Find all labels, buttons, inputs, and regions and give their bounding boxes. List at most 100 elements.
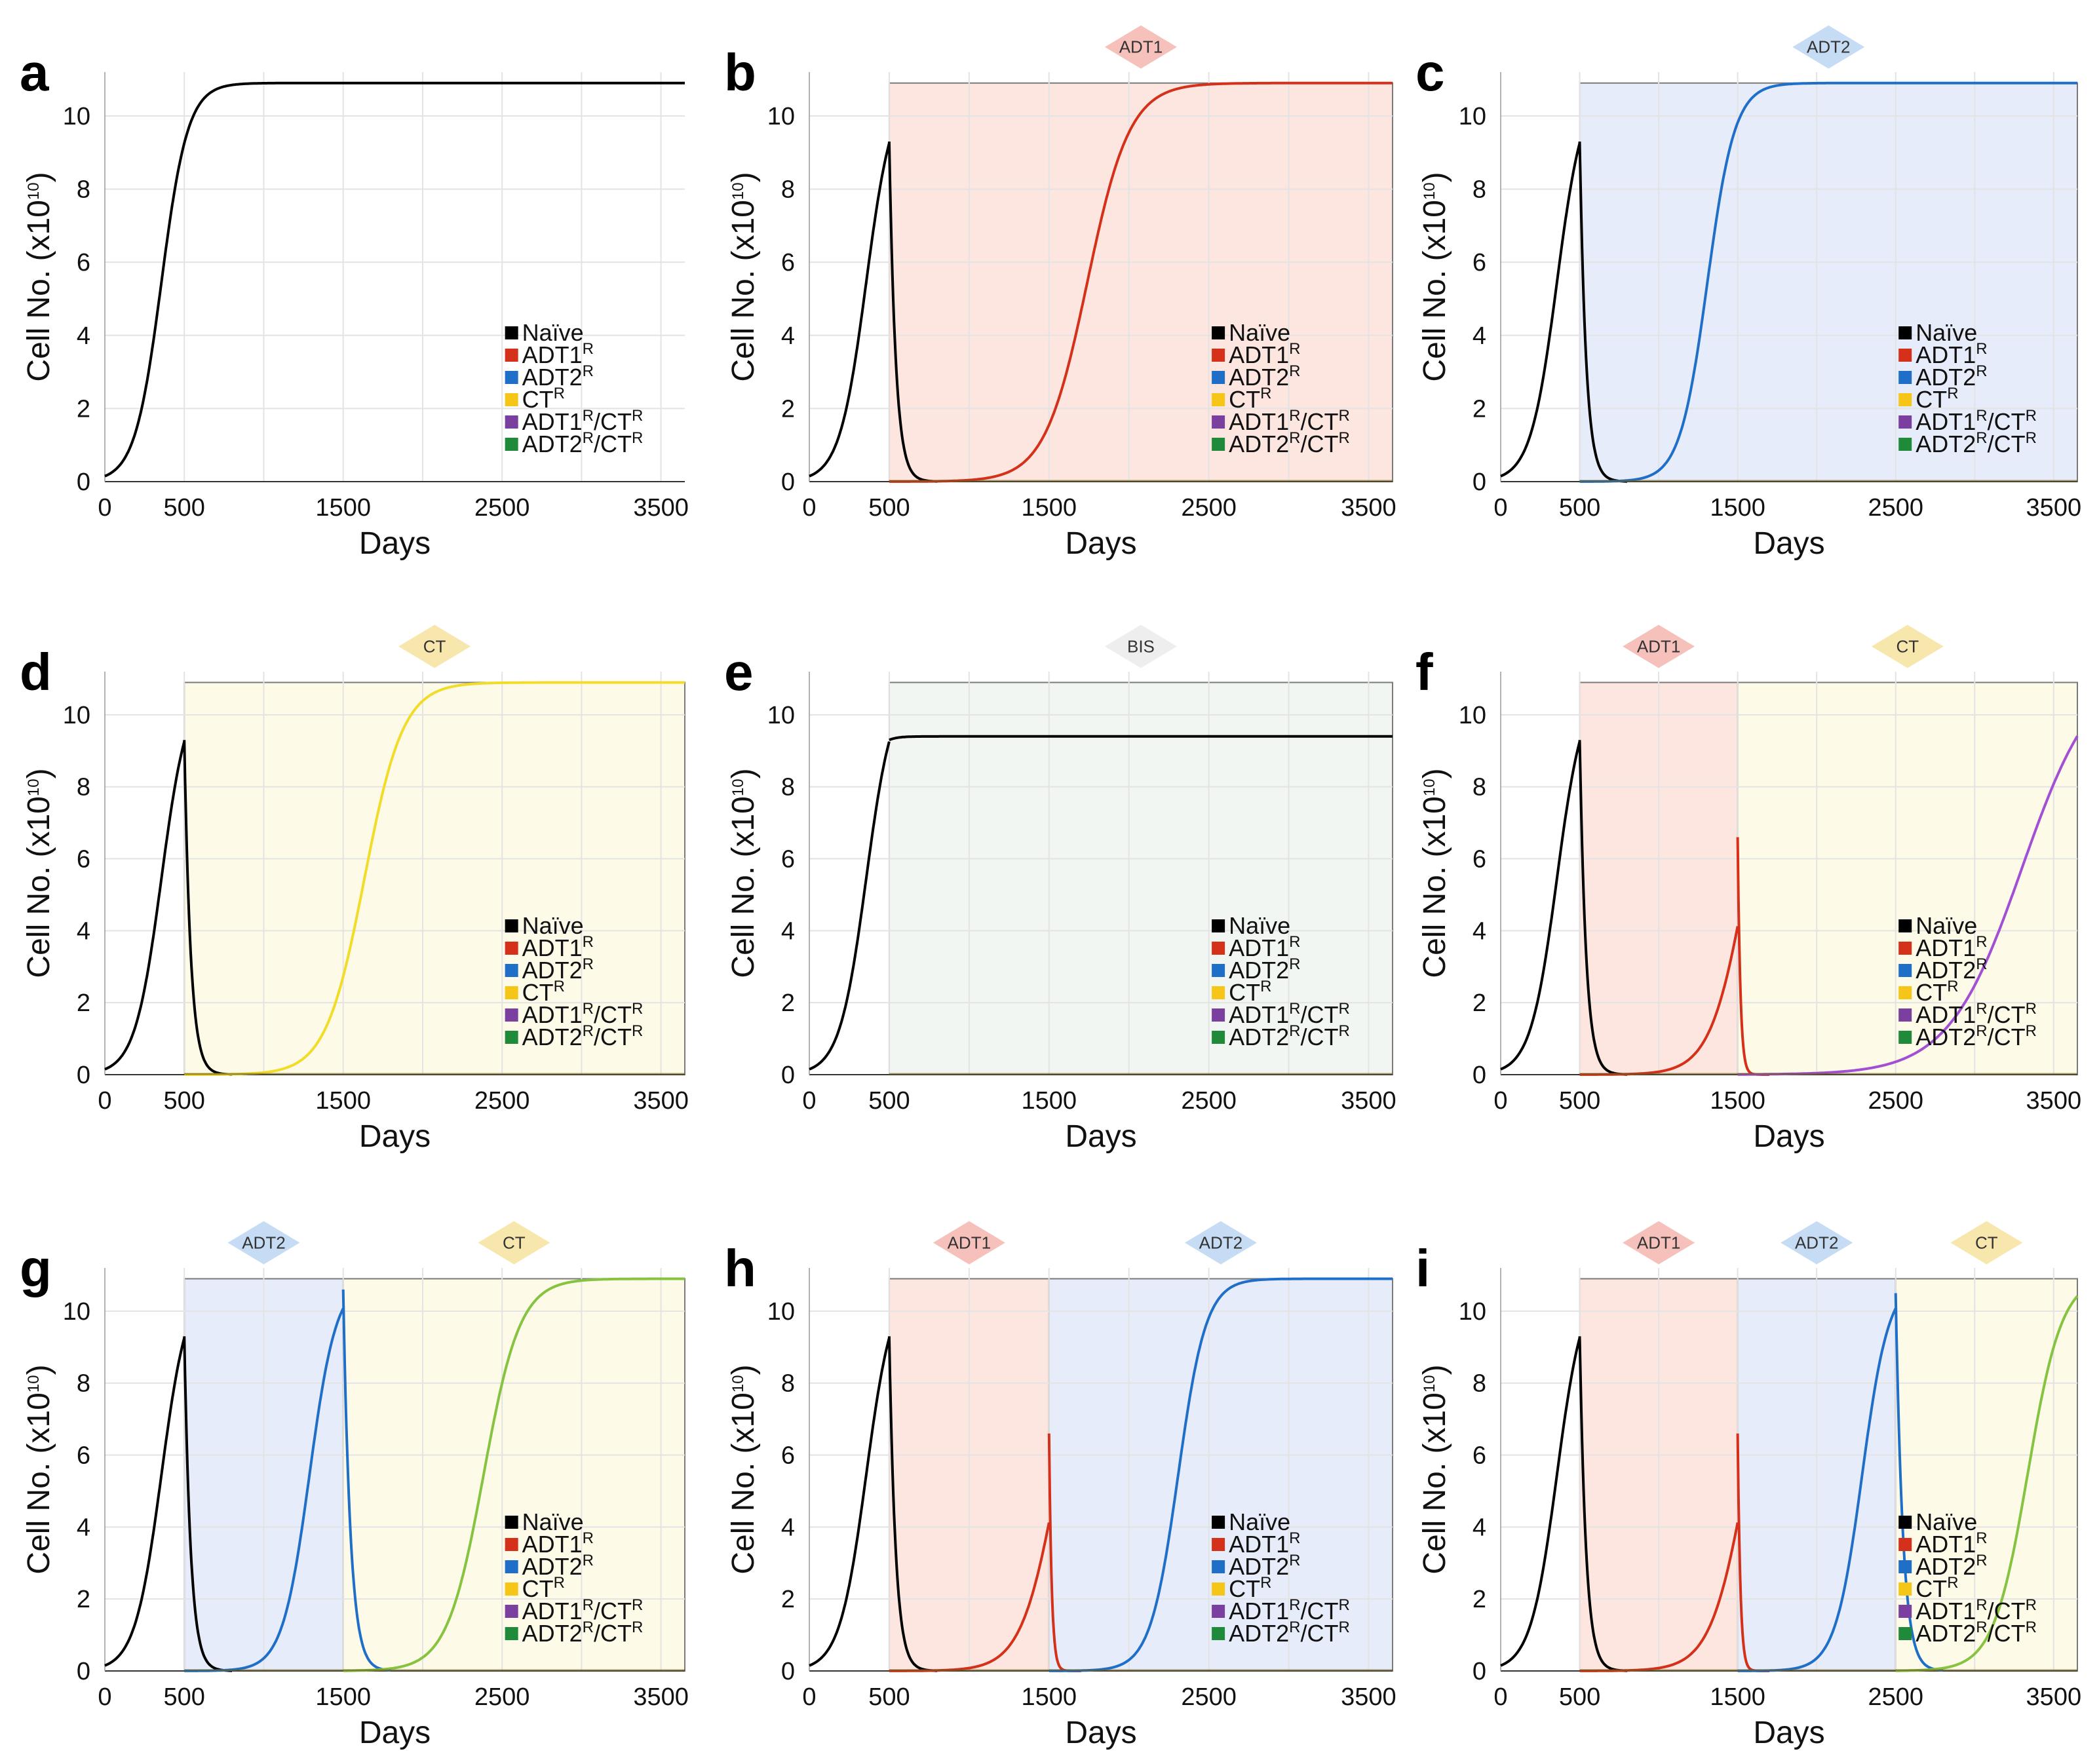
text-span: 8	[77, 176, 90, 204]
text-span: R	[2026, 1022, 2037, 1040]
legend-label: ADT2R	[1229, 362, 1300, 391]
legend-marker	[505, 919, 518, 932]
x-axis-label: Days	[359, 1119, 431, 1154]
text-span: CT	[1916, 1575, 1947, 1602]
text-span: Days	[359, 1119, 431, 1154]
text-span: 6	[1473, 1442, 1486, 1470]
text-span: 1500	[1710, 494, 1765, 522]
text-span: 10	[767, 702, 795, 729]
x-tick-label: 500	[868, 494, 910, 522]
legend-marker	[1212, 1031, 1225, 1044]
text-span: R	[2026, 407, 2037, 425]
x-tick-label: 3500	[2026, 1683, 2082, 1711]
x-tick-label: 1500	[315, 1087, 371, 1115]
text-span: 10	[1421, 1375, 1438, 1392]
legend-label: CTR	[1916, 385, 1958, 413]
y-tick-label: 0	[77, 1658, 90, 1685]
text-span: 10	[767, 103, 795, 130]
legend-label: ADT2R/CTR	[1229, 429, 1350, 457]
text-span: 1500	[1710, 1087, 1765, 1115]
y-tick-label: 6	[1473, 249, 1486, 277]
legend-label: ADT1R	[1229, 1529, 1300, 1558]
text-span: Naïve	[1229, 1508, 1290, 1535]
text-span: R	[583, 362, 594, 380]
panel-e: 0 500 1500 2500 3500 0 2 4 6 8 10 Days Cell No. (x10…	[724, 624, 1396, 1154]
text-span: R	[583, 1552, 594, 1569]
text-span: ADT1	[948, 1233, 991, 1252]
text-span: 0	[77, 1658, 90, 1685]
text-span: 10	[25, 778, 43, 796]
legend-marker	[1212, 1516, 1225, 1529]
text-span: 4	[781, 917, 795, 945]
legend-label: ADT2R	[522, 1552, 594, 1580]
y-tick-label: 8	[1473, 774, 1486, 801]
text-span: 1500	[315, 1683, 371, 1711]
text-span: ADT1	[522, 934, 583, 961]
text-span: 8	[77, 774, 90, 801]
y-axis-label: Cell No. (x1010)	[22, 768, 56, 978]
text-span: 0	[1493, 494, 1507, 522]
legend-label: ADT1R/CTR	[1916, 1596, 2037, 1624]
legend-label: CTR	[522, 978, 565, 1006]
legend-marker	[1212, 986, 1225, 999]
x-tick-label: 3500	[2026, 1087, 2082, 1115]
text-span: ADT1	[1229, 341, 1289, 368]
x-tick-label: 1500	[1710, 494, 1765, 522]
text-span: )	[1417, 1364, 1452, 1375]
text-span: ADT2	[1916, 431, 1976, 457]
legend-marker	[505, 1008, 518, 1022]
text-span: R	[1976, 1000, 1987, 1018]
y-tick-label: 8	[781, 176, 795, 204]
text-span: 2500	[1181, 494, 1237, 522]
x-tick-label: 0	[1493, 1087, 1507, 1115]
x-tick-label: 1500	[1710, 1087, 1765, 1115]
text-span: ADT1	[522, 1001, 583, 1028]
text-span: CT	[1896, 636, 1919, 656]
legend-label: ADT2R/CTR	[1916, 1022, 2037, 1050]
text-span: 500	[164, 1087, 205, 1115]
y-tick-label: 6	[781, 846, 795, 873]
text-span: 10	[25, 1375, 43, 1392]
text-span: ADT1	[1916, 1598, 1976, 1624]
text-span: R	[1289, 362, 1300, 380]
text-span: R	[1976, 340, 1987, 358]
badge-diamond	[1184, 1221, 1257, 1265]
text-span: 10	[1459, 103, 1486, 130]
text-span: R	[1289, 933, 1300, 951]
text-span: 2500	[1868, 1087, 1923, 1115]
text-span: R	[554, 385, 565, 402]
badge-diamond	[1104, 624, 1177, 668]
text-span: 10	[63, 702, 90, 729]
legend-marker	[1898, 1605, 1912, 1618]
x-tick-label: 1500	[315, 1683, 371, 1711]
text-span: R	[1976, 933, 1987, 951]
text-span: )	[22, 1364, 56, 1375]
y-tick-label: 0	[1473, 469, 1486, 496]
legend-marker	[505, 1538, 518, 1551]
text-span: 4	[1473, 917, 1486, 945]
x-tick-label: 0	[1493, 1683, 1507, 1711]
text-span: ADT1	[522, 1598, 583, 1624]
text-span: 6	[77, 249, 90, 277]
y-tick-label: 6	[77, 846, 90, 873]
text-span: ADT2	[1916, 1024, 1976, 1050]
y-tick-label: 6	[77, 1442, 90, 1470]
text-span: 3500	[1341, 1683, 1396, 1711]
text-span: /CT	[1988, 408, 2026, 435]
text-span: 8	[77, 1370, 90, 1398]
text-span: f	[1415, 643, 1433, 701]
legend-marker	[1212, 1582, 1225, 1596]
text-span: h	[724, 1239, 756, 1297]
legend-marker	[1898, 1538, 1912, 1551]
y-tick-label: 2	[77, 989, 90, 1017]
y-tick-label: 10	[63, 702, 90, 729]
text-span: R	[1289, 1596, 1300, 1614]
text-span: 2500	[474, 1087, 530, 1115]
text-span: CT	[1916, 386, 1947, 413]
text-span: 2	[781, 1586, 795, 1613]
text-span: Cell No. (x10	[726, 200, 761, 381]
text-span: 6	[77, 846, 90, 873]
legend-label: ADT2R/CTR	[522, 1619, 644, 1647]
